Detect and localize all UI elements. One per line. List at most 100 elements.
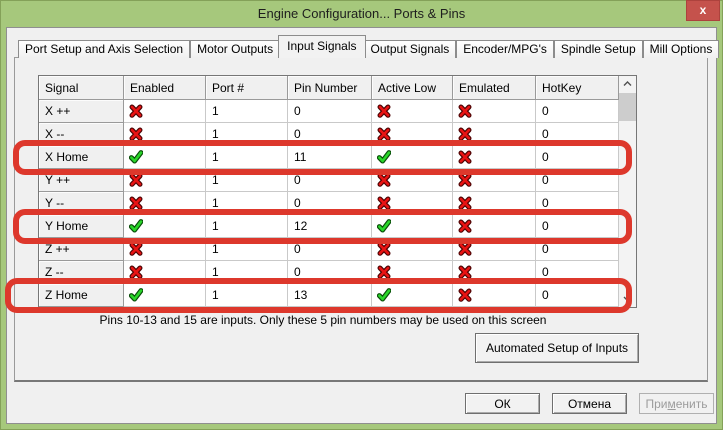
- chevron-up-icon: [623, 81, 632, 86]
- cross-icon: [129, 265, 143, 279]
- cross-icon: [458, 104, 472, 118]
- z-home-emulated-cell[interactable]: [453, 284, 536, 307]
- window-title: Engine Configuration... Ports & Pins: [257, 6, 466, 21]
- apply-button: Применить: [639, 393, 714, 414]
- tab-port-setup-and-axis-selection[interactable]: Port Setup and Axis Selection: [18, 40, 191, 58]
- tab-input-signals[interactable]: Input Signals: [278, 35, 366, 58]
- row-header-z-home: Z Home: [39, 284, 124, 307]
- row-header-z: Z ++: [39, 238, 124, 261]
- scrollbar-thumb[interactable]: [619, 93, 636, 121]
- signals-grid: Signal Enabled Port # Pin Number Active Low E…: [39, 76, 619, 307]
- x-port-cell[interactable]: 1: [206, 100, 288, 123]
- z-emulated-cell[interactable]: [453, 261, 536, 284]
- x-hotkey-cell[interactable]: 0: [536, 123, 619, 146]
- x-home-active-low-cell[interactable]: [372, 146, 453, 169]
- z-home-hotkey-cell[interactable]: 0: [536, 284, 619, 307]
- row-header-y: Y --: [39, 192, 124, 215]
- cross-icon: [458, 127, 472, 141]
- y-home-active-low-cell[interactable]: [372, 215, 453, 238]
- x-active-low-cell[interactable]: [372, 100, 453, 123]
- cross-icon: [458, 288, 472, 302]
- z-hotkey-cell[interactable]: 0: [536, 238, 619, 261]
- check-icon: [377, 150, 391, 164]
- y-enabled-cell[interactable]: [124, 192, 206, 215]
- automated-setup-button[interactable]: Automated Setup of Inputs: [475, 333, 639, 363]
- y-pin-cell[interactable]: 0: [288, 192, 372, 215]
- cross-icon: [129, 127, 143, 141]
- z-home-enabled-cell[interactable]: [124, 284, 206, 307]
- y-active-low-cell[interactable]: [372, 169, 453, 192]
- cancel-button[interactable]: Отмена: [552, 393, 627, 414]
- x-home-pin-cell[interactable]: 11: [288, 146, 372, 169]
- tab-mill-options[interactable]: Mill Options: [642, 40, 720, 58]
- y-port-cell[interactable]: 1: [206, 169, 288, 192]
- y-active-low-cell[interactable]: [372, 192, 453, 215]
- scrollbar-up-button[interactable]: [619, 76, 636, 92]
- z-emulated-cell[interactable]: [453, 238, 536, 261]
- row-header-z: Z --: [39, 261, 124, 284]
- x-pin-cell[interactable]: 0: [288, 123, 372, 146]
- cross-icon: [377, 196, 391, 210]
- row-header-y-home: Y Home: [39, 215, 124, 238]
- column-header-active-low: Active Low: [372, 76, 453, 100]
- x-home-enabled-cell[interactable]: [124, 146, 206, 169]
- x-port-cell[interactable]: 1: [206, 123, 288, 146]
- z-pin-cell[interactable]: 0: [288, 238, 372, 261]
- y-hotkey-cell[interactable]: 0: [536, 169, 619, 192]
- x-hotkey-cell[interactable]: 0: [536, 100, 619, 123]
- tab-output-signals[interactable]: Output Signals: [363, 40, 457, 58]
- y-pin-cell[interactable]: 0: [288, 169, 372, 192]
- tab-encoder-mpg-s[interactable]: Encoder/MPG's: [456, 40, 554, 58]
- y-emulated-cell[interactable]: [453, 169, 536, 192]
- x-home-port-cell[interactable]: 1: [206, 146, 288, 169]
- z-home-pin-cell[interactable]: 13: [288, 284, 372, 307]
- x-pin-cell[interactable]: 0: [288, 100, 372, 123]
- y-enabled-cell[interactable]: [124, 169, 206, 192]
- z-active-low-cell[interactable]: [372, 261, 453, 284]
- x-home-hotkey-cell[interactable]: 0: [536, 146, 619, 169]
- x-enabled-cell[interactable]: [124, 100, 206, 123]
- cross-icon: [458, 150, 472, 164]
- z-active-low-cell[interactable]: [372, 238, 453, 261]
- cross-icon: [377, 265, 391, 279]
- ok-button[interactable]: ОК: [465, 393, 540, 414]
- y-home-port-cell[interactable]: 1: [206, 215, 288, 238]
- titlebar: Engine Configuration... Ports & Pins x: [0, 0, 723, 28]
- tab-spindle-setup[interactable]: Spindle Setup: [553, 40, 643, 58]
- cross-icon: [377, 242, 391, 256]
- cross-icon: [458, 219, 472, 233]
- x-emulated-cell[interactable]: [453, 123, 536, 146]
- vertical-scrollbar[interactable]: [619, 76, 636, 307]
- z-home-active-low-cell[interactable]: [372, 284, 453, 307]
- y-home-pin-cell[interactable]: 12: [288, 215, 372, 238]
- tab-page-input-signals: Signal Enabled Port # Pin Number Active Low E…: [14, 57, 708, 382]
- close-button[interactable]: x: [686, 0, 720, 21]
- tab-motor-outputs[interactable]: Motor Outputs: [190, 40, 281, 58]
- z-enabled-cell[interactable]: [124, 238, 206, 261]
- cross-icon: [458, 196, 472, 210]
- column-header-signal: Signal: [39, 76, 124, 100]
- x-home-emulated-cell[interactable]: [453, 146, 536, 169]
- scrollbar-down-button[interactable]: [619, 291, 636, 307]
- y-hotkey-cell[interactable]: 0: [536, 192, 619, 215]
- cross-icon: [458, 173, 472, 187]
- z-enabled-cell[interactable]: [124, 261, 206, 284]
- y-home-hotkey-cell[interactable]: 0: [536, 215, 619, 238]
- x-enabled-cell[interactable]: [124, 123, 206, 146]
- z-hotkey-cell[interactable]: 0: [536, 261, 619, 284]
- z-port-cell[interactable]: 1: [206, 261, 288, 284]
- z-port-cell[interactable]: 1: [206, 238, 288, 261]
- x-active-low-cell[interactable]: [372, 123, 453, 146]
- y-home-enabled-cell[interactable]: [124, 215, 206, 238]
- cross-icon: [377, 104, 391, 118]
- x-emulated-cell[interactable]: [453, 100, 536, 123]
- y-port-cell[interactable]: 1: [206, 192, 288, 215]
- y-emulated-cell[interactable]: [453, 192, 536, 215]
- z-home-port-cell[interactable]: 1: [206, 284, 288, 307]
- y-home-emulated-cell[interactable]: [453, 215, 536, 238]
- close-icon: x: [699, 3, 707, 17]
- z-pin-cell[interactable]: 0: [288, 261, 372, 284]
- check-icon: [129, 219, 143, 233]
- tab-bar: Port Setup and Axis Selection Motor Outpu…: [18, 35, 720, 58]
